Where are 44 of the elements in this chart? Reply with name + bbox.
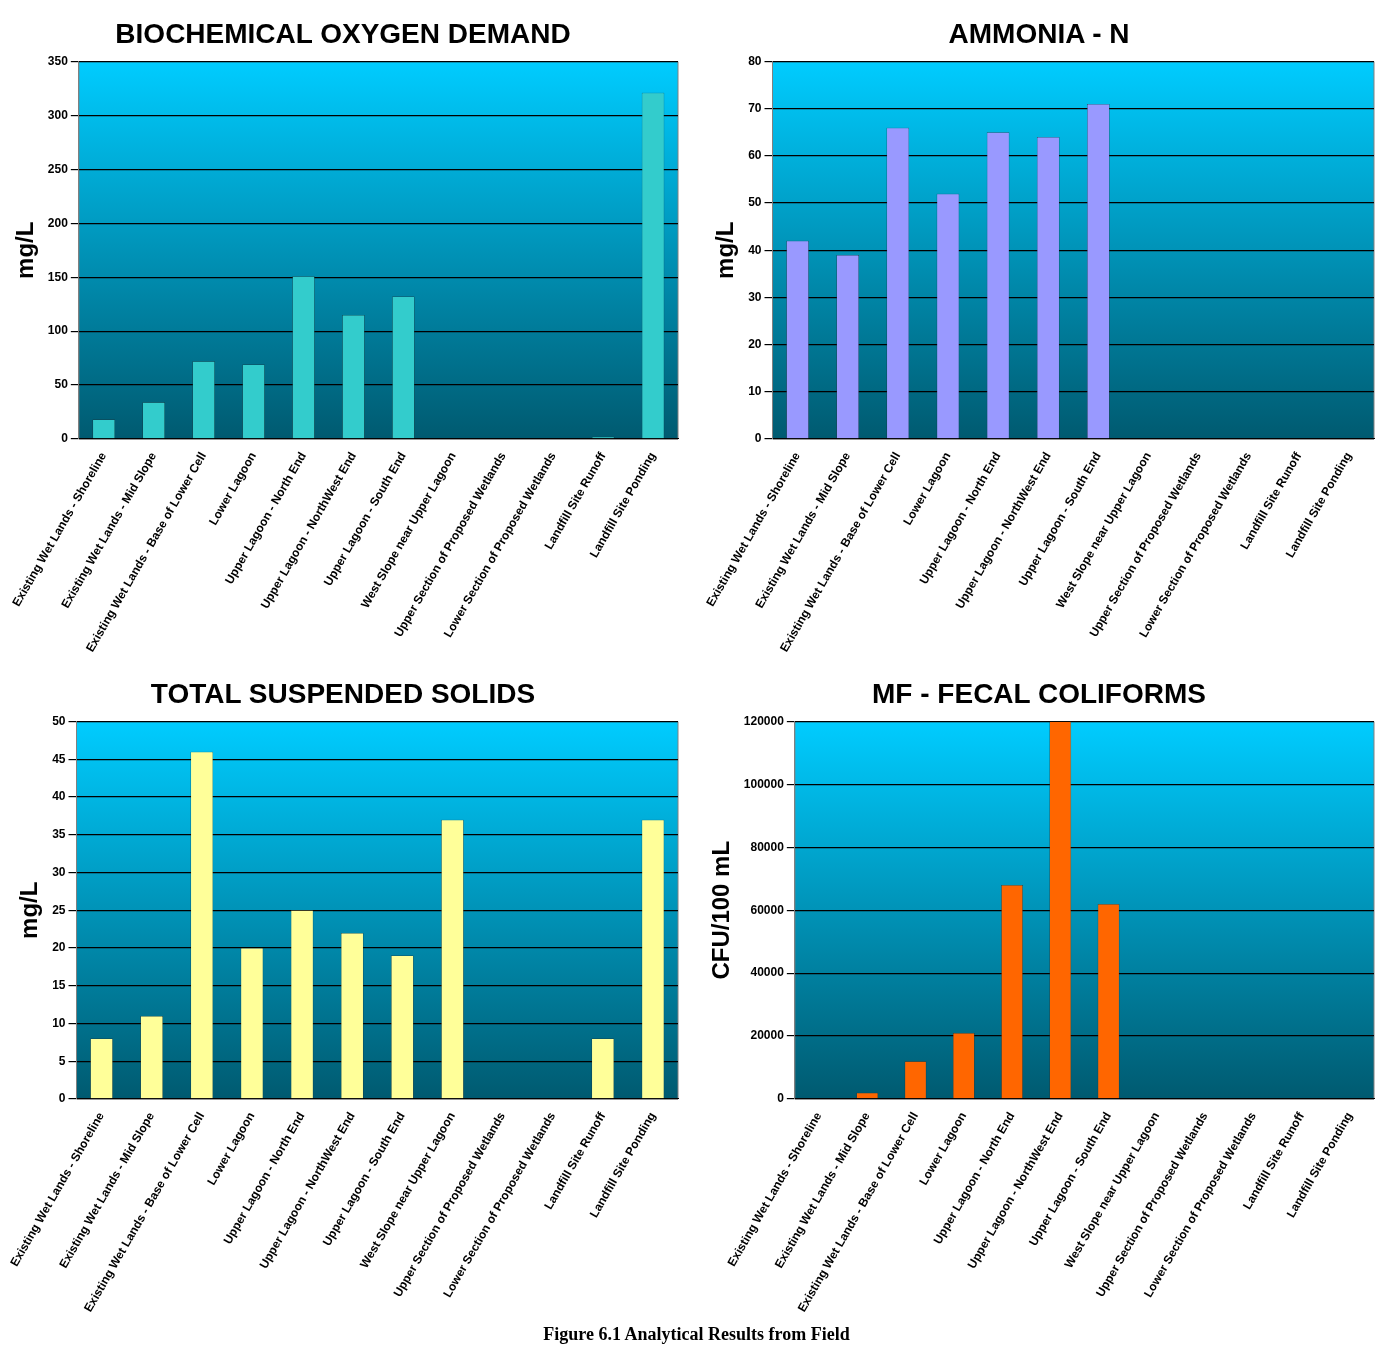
y-tick-label: 70 bbox=[748, 101, 762, 116]
chart-title: TOTAL SUSPENDED SOLIDS bbox=[150, 677, 536, 709]
y-axis-title: mg/L bbox=[15, 881, 43, 939]
chart-title: MF - FECAL COLIFORMS bbox=[872, 677, 1206, 709]
y-tick-label: 80000 bbox=[750, 839, 785, 854]
y-tick-label: 300 bbox=[47, 107, 69, 122]
y-tick-label: 100000 bbox=[743, 776, 785, 791]
y-tick-label: 10 bbox=[748, 384, 762, 399]
y-tick-label: 120000 bbox=[743, 713, 785, 728]
y-tick-label: 100 bbox=[47, 323, 69, 338]
y-tick-label: 45 bbox=[52, 751, 66, 766]
y-tick-label: 20 bbox=[52, 940, 66, 955]
y-tick-label: 40000 bbox=[750, 965, 785, 980]
caption: Figure 6.1 Analytical Results from Field bbox=[542, 1324, 851, 1345]
y-tick-label: 60000 bbox=[750, 902, 785, 917]
y-tick-label: 50 bbox=[54, 377, 69, 392]
chart-title: BIOCHEMICAL OXYGEN DEMAND bbox=[115, 17, 571, 49]
y-tick-label: 25 bbox=[52, 902, 66, 917]
y-tick-label: 5 bbox=[58, 1053, 66, 1068]
y-tick-label: 30 bbox=[748, 289, 762, 304]
y-tick-label: 35 bbox=[52, 827, 66, 842]
y-tick-label: 30 bbox=[52, 864, 66, 879]
y-tick-label: 15 bbox=[52, 978, 66, 993]
y-tick-label: 0 bbox=[61, 431, 69, 446]
chart-title: AMMONIA - N bbox=[948, 17, 1130, 49]
y-tick-label: 20000 bbox=[750, 1028, 785, 1043]
y-tick-label: 0 bbox=[777, 1091, 785, 1106]
y-tick-label: 40 bbox=[748, 242, 762, 257]
y-axis-title: CFU/100 mL bbox=[707, 840, 735, 980]
y-tick-label: 250 bbox=[47, 161, 69, 176]
y-tick-label: 50 bbox=[52, 713, 66, 728]
y-tick-label: 40 bbox=[52, 789, 66, 804]
y-tick-label: 50 bbox=[748, 195, 762, 210]
y-axis-title: mg/L bbox=[11, 221, 39, 279]
y-axis-title: mg/L bbox=[711, 221, 739, 279]
y-tick-label: 0 bbox=[58, 1091, 66, 1106]
y-tick-label: 150 bbox=[47, 269, 69, 284]
y-tick-label: 0 bbox=[754, 431, 762, 446]
y-tick-label: 20 bbox=[748, 336, 762, 351]
y-tick-label: 350 bbox=[47, 53, 69, 68]
y-tick-label: 10 bbox=[52, 1015, 66, 1030]
y-tick-label: 60 bbox=[748, 148, 762, 163]
y-tick-label: 200 bbox=[47, 215, 69, 230]
y-tick-label: 80 bbox=[748, 53, 762, 68]
